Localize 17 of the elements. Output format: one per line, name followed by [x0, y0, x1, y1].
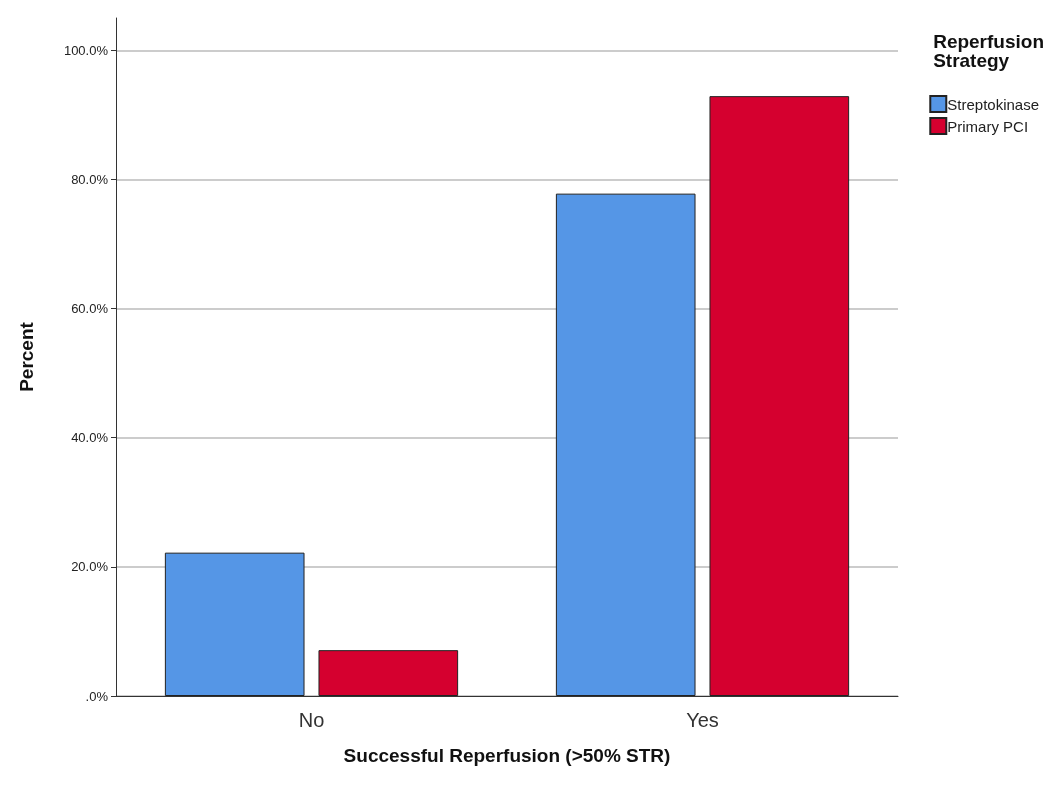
- y-tick-label: 100.0%: [63, 42, 109, 58]
- y-tick-label: 80.0%: [71, 171, 109, 187]
- x-tick-label: No: [298, 709, 325, 731]
- x-axis-title: Successful Reperfusion (>50% STR): [343, 745, 671, 766]
- y-tick-label: 60.0%: [71, 301, 109, 317]
- y-tick-label: 20.0%: [71, 559, 109, 575]
- legend-title: Reperfusion Strategy: [933, 31, 1045, 71]
- legend-label: Primary PCI: [947, 117, 1029, 135]
- bar: [709, 96, 850, 696]
- y-tick-label: 40.0%: [71, 430, 109, 446]
- bar: [164, 552, 305, 696]
- y-tick-label: .0%: [85, 688, 109, 704]
- legend-label: Streptokinase: [947, 95, 1040, 113]
- y-axis-title: Percent: [16, 321, 37, 392]
- x-tick-label: Yes: [686, 709, 719, 731]
- bar: [555, 193, 696, 696]
- bar: [318, 650, 459, 696]
